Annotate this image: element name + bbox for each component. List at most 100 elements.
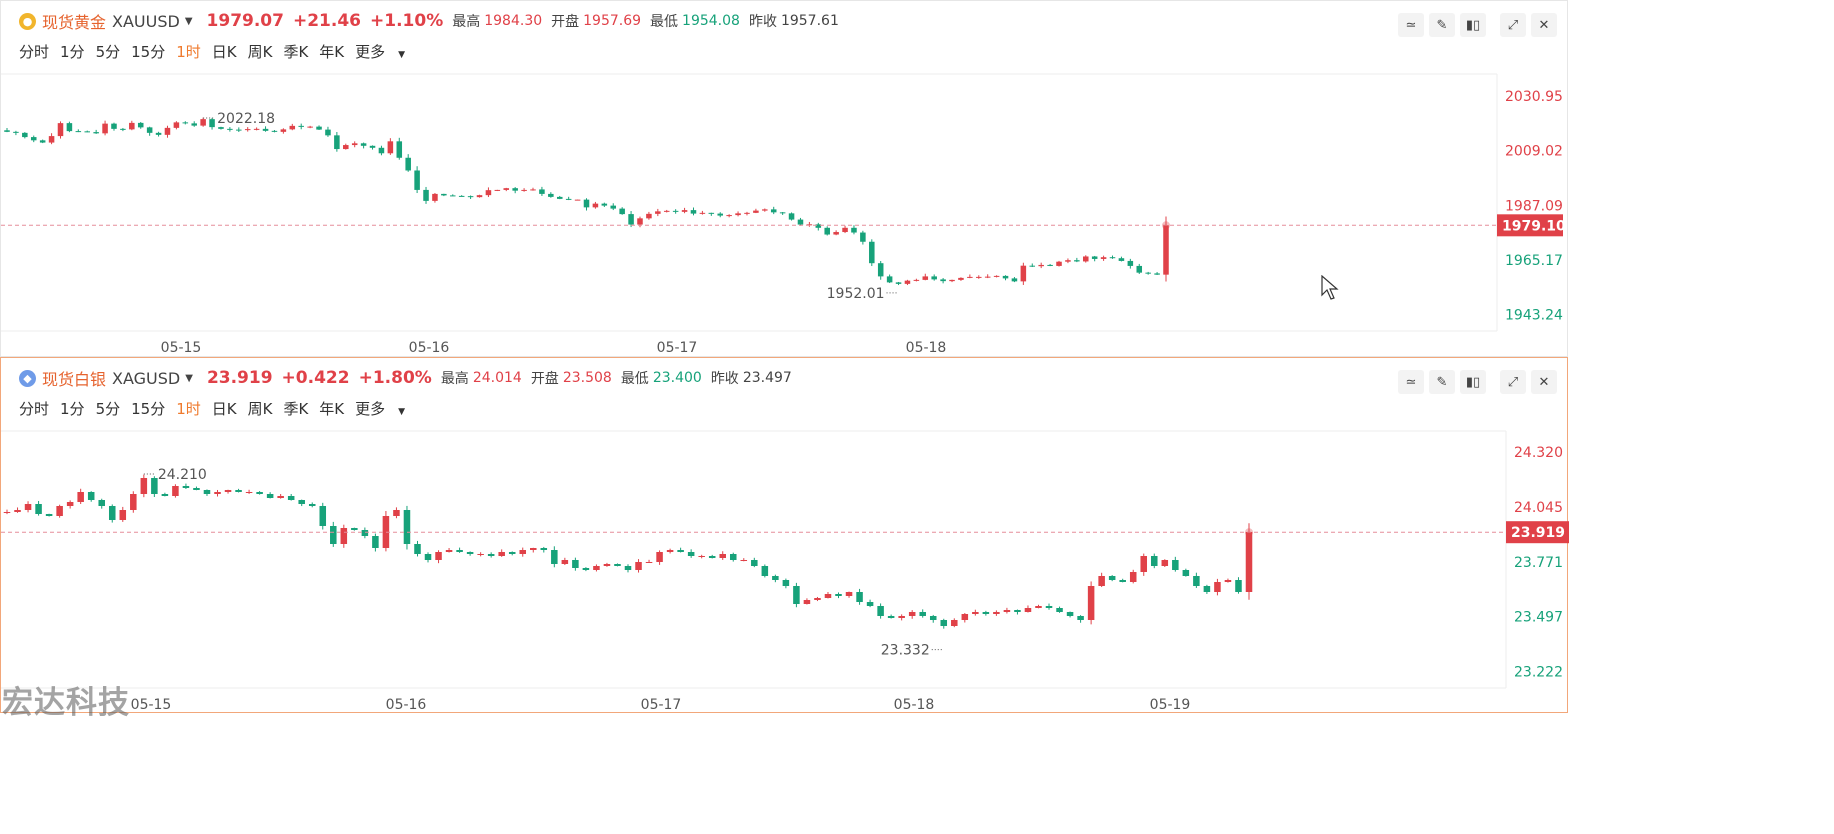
candle-body <box>717 213 723 216</box>
draw-icon[interactable]: ✎ <box>1429 13 1455 37</box>
tab-interval[interactable]: 日K <box>211 400 237 418</box>
candle-body <box>164 127 171 135</box>
candle-body <box>172 486 179 496</box>
candle-body <box>423 189 429 201</box>
tab-interval[interactable]: 1分 <box>60 400 85 418</box>
current-price-tag <box>1497 214 1563 237</box>
candle-body <box>824 594 832 598</box>
candle-body <box>1119 580 1126 582</box>
candle-body <box>530 189 536 191</box>
close-icon[interactable]: ✕ <box>1531 370 1557 394</box>
candle-body <box>961 614 969 620</box>
candle-body <box>1193 576 1200 586</box>
more-label: 更多 <box>355 43 386 61</box>
candle-body <box>788 213 795 220</box>
candle-body <box>191 123 197 126</box>
candle-body <box>450 195 456 197</box>
candle-body <box>361 530 369 536</box>
candle-body <box>396 141 403 158</box>
candle-body <box>289 125 296 130</box>
candle-body <box>551 550 558 564</box>
candle-body <box>1020 265 1027 282</box>
gold-last-price: 1979.07 <box>206 11 284 31</box>
draw-icon[interactable]: ✎ <box>1429 370 1455 394</box>
tab-interval[interactable]: 分时 <box>19 43 50 61</box>
tab-interval[interactable]: 1分 <box>60 43 85 61</box>
x-tick-label: 05-17 <box>641 697 682 713</box>
chevron-down-icon[interactable]: ▼ <box>184 15 193 27</box>
tab-interval[interactable]: 周K <box>247 43 273 61</box>
candle-body <box>35 504 42 514</box>
tab-interval[interactable]: 5分 <box>95 43 121 61</box>
tab-interval[interactable]: 分时 <box>19 400 50 418</box>
tab-interval[interactable]: 季K <box>283 400 309 418</box>
candle-body <box>877 606 884 616</box>
candle-body <box>860 232 866 242</box>
gold-high-value: 1984.30 <box>484 13 543 29</box>
candle-body <box>151 478 158 494</box>
tab-interval[interactable]: 季K <box>283 43 309 61</box>
chevron-down-icon: ▼ <box>398 407 406 417</box>
candle-body <box>1087 586 1095 620</box>
candle-body <box>690 210 697 214</box>
y-tick-label: 24.045 <box>1514 500 1563 516</box>
candle-body <box>815 224 822 228</box>
expand-icon[interactable]: ⤢ <box>1500 13 1526 37</box>
tab-interval[interactable]: 15分 <box>131 400 166 418</box>
candle-body <box>214 492 221 494</box>
candle-body <box>369 145 376 148</box>
gold-symbol-name[interactable]: 现货黄金 <box>42 13 107 32</box>
tab-interval-active[interactable]: 1时 <box>176 43 201 61</box>
chevron-down-icon[interactable]: ▼ <box>185 372 193 384</box>
silver-open-value: 23.508 <box>562 370 612 386</box>
silver-symbol-name[interactable]: 现货白银 <box>42 370 107 389</box>
silver-symbol-code[interactable]: XAGUSD <box>112 368 181 388</box>
candle-body <box>393 510 400 516</box>
gold-symbol-code[interactable]: XAUUSD <box>112 11 180 31</box>
x-tick-label: 05-18 <box>906 340 947 356</box>
candle-body <box>1091 256 1098 259</box>
candle-body <box>556 196 563 199</box>
silver-change-pct: +1.80% <box>358 368 432 388</box>
tab-interval-active[interactable]: 1时 <box>176 400 201 418</box>
watermark-text: 宏达科技 <box>2 685 130 721</box>
candle-body <box>1029 265 1036 267</box>
candle-body <box>521 189 527 191</box>
tab-interval[interactable]: 15分 <box>131 43 166 61</box>
tab-interval[interactable]: 5分 <box>95 400 121 418</box>
gold-candlestick-chart[interactable]: 2030.95 2009.02 1987.09 1965.17 1943.24 05-15… <box>1 1 1569 358</box>
candle-body <box>898 616 905 618</box>
candle-body <box>182 486 190 488</box>
tab-interval[interactable]: 周K <box>247 400 273 418</box>
candlestick-icon[interactable]: ▮▯ <box>1460 370 1486 394</box>
candle-body <box>130 494 137 510</box>
close-icon[interactable]: ✕ <box>1531 13 1557 37</box>
candle-body <box>539 189 545 194</box>
candle-body <box>445 550 453 552</box>
expand-icon[interactable]: ⤢ <box>1500 370 1526 394</box>
candle-body <box>236 129 242 131</box>
candlestick-icon[interactable]: ▮▯ <box>1460 13 1486 37</box>
candle-body <box>530 548 537 550</box>
more-menu[interactable]: 更多 ▼ <box>355 398 416 419</box>
silver-candlestick-chart[interactable]: 24.320 24.045 23.771 23.497 23.222 05-15 05-16… <box>1 358 1569 714</box>
y-tick-label: 23.497 <box>1514 610 1563 626</box>
silver-interval-tabs: 分时 1分 5分 15分 1时 日K 周K 季K 年K 更多 ▼ <box>19 398 427 419</box>
current-price-tag <box>1506 521 1569 544</box>
candle-body <box>466 552 474 554</box>
tab-interval[interactable]: 年K <box>319 43 345 61</box>
indicator-icon[interactable]: ≃ <box>1398 370 1424 394</box>
candle-body <box>663 210 670 212</box>
tab-interval[interactable]: 年K <box>319 400 345 418</box>
candle-body <box>319 506 327 526</box>
indicator-icon[interactable]: ≃ <box>1398 13 1424 37</box>
candle-body <box>1077 616 1084 620</box>
y-tick-label: 2030.95 <box>1505 89 1563 105</box>
candle-body <box>1065 260 1071 262</box>
candle-body <box>382 516 390 548</box>
more-menu[interactable]: 更多 ▼ <box>355 41 416 62</box>
candle-body <box>681 210 688 212</box>
candle-body <box>1151 556 1158 566</box>
tab-interval[interactable]: 日K <box>211 43 237 61</box>
silver-change: +0.422 <box>281 368 350 388</box>
